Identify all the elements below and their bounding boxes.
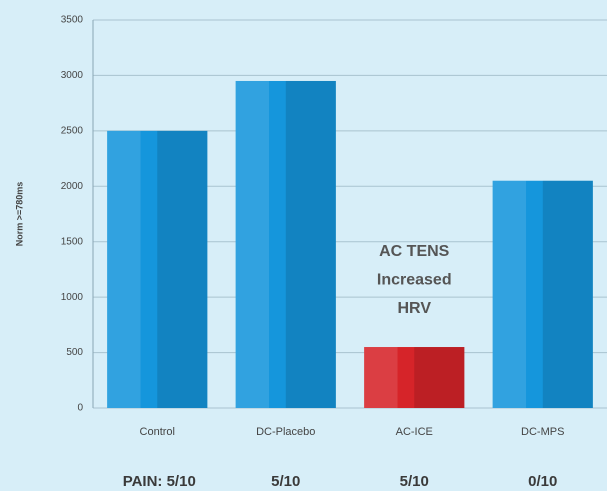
pain-label: 5/10 bbox=[271, 473, 300, 490]
y-tick-label: 500 bbox=[66, 347, 83, 358]
pain-label: PAIN: 5/10 bbox=[123, 473, 196, 490]
x-tick-label: DC-Placebo bbox=[256, 426, 315, 438]
bar-shine bbox=[235, 80, 270, 408]
y-tick-label: 1500 bbox=[61, 236, 84, 247]
bar-shine bbox=[107, 130, 141, 408]
y-tick-label: 2500 bbox=[61, 125, 84, 136]
pain-label: 0/10 bbox=[528, 473, 557, 490]
annotation: HRV bbox=[398, 300, 432, 317]
y-tick-label: 0 bbox=[77, 403, 83, 414]
bar bbox=[492, 180, 593, 408]
bar-shade bbox=[542, 180, 593, 408]
y-axis-label: Norm >=780ms bbox=[14, 182, 24, 247]
bar-shade bbox=[285, 80, 336, 408]
y-tick-label: 3500 bbox=[61, 15, 84, 26]
bar bbox=[107, 130, 208, 408]
bar-shine bbox=[492, 180, 527, 408]
y-tick-label: 3000 bbox=[61, 70, 84, 81]
bar-shade bbox=[157, 130, 208, 408]
x-tick-label: Control bbox=[140, 426, 175, 438]
x-tick-label: DC-MPS bbox=[521, 426, 564, 438]
y-tick-label: 1000 bbox=[61, 292, 84, 303]
bar bbox=[235, 80, 336, 408]
y-tick-label: 2000 bbox=[61, 181, 84, 192]
x-tick-label: AC-ICE bbox=[396, 426, 433, 438]
bar bbox=[364, 347, 465, 408]
bar-shade bbox=[414, 347, 465, 408]
annotation: AC TENS bbox=[379, 243, 450, 260]
annotation: Increased bbox=[377, 272, 452, 289]
pain-label: 5/10 bbox=[400, 473, 429, 490]
bar-shine bbox=[364, 347, 398, 408]
